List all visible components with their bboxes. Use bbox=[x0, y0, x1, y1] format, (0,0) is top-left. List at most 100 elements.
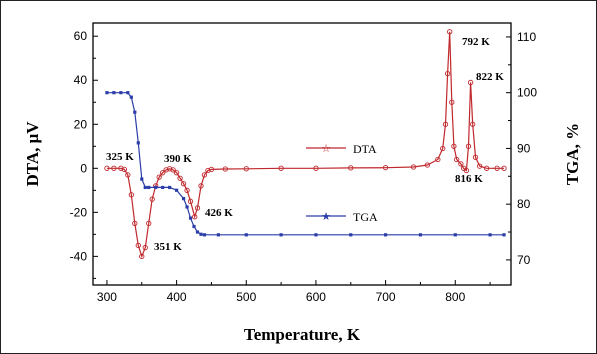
tga-point bbox=[105, 91, 109, 95]
dta-point bbox=[156, 174, 162, 180]
dta-point bbox=[222, 166, 229, 172]
right-y-tick-label: 100 bbox=[517, 86, 537, 100]
dta-point bbox=[243, 166, 249, 172]
tga-point bbox=[136, 141, 140, 145]
dta-point bbox=[125, 172, 131, 178]
right-y-tick-label: 70 bbox=[517, 253, 531, 267]
annotation-792k: 792 K bbox=[462, 36, 490, 48]
dta-point bbox=[128, 192, 134, 198]
legend-tga-marker: ★ bbox=[321, 210, 331, 223]
tga-point bbox=[126, 91, 130, 95]
x-axis-title: Temperature, K bbox=[244, 325, 361, 344]
dta-point bbox=[435, 156, 441, 163]
annotation-822k: 822 K bbox=[476, 71, 504, 83]
series-layer bbox=[104, 29, 507, 260]
tga-point bbox=[453, 233, 457, 237]
right-y-tick-label: 90 bbox=[517, 141, 531, 155]
dta-point bbox=[118, 165, 124, 171]
right-y-axis-title: TGA, % bbox=[563, 123, 582, 185]
dta-point bbox=[440, 145, 446, 152]
left-y-tick-label: 60 bbox=[74, 29, 88, 43]
x-tick-label: 300 bbox=[97, 290, 117, 304]
dta-point bbox=[467, 79, 474, 86]
dta-point bbox=[132, 220, 138, 227]
tga-point bbox=[418, 233, 423, 237]
annotation-426k: 426 K bbox=[205, 207, 233, 219]
dta-point bbox=[424, 162, 431, 168]
dta-point bbox=[442, 121, 449, 127]
tga-point bbox=[488, 233, 492, 237]
dta-point bbox=[111, 165, 117, 171]
tga-point bbox=[119, 91, 123, 95]
x-tick-label: 500 bbox=[236, 290, 256, 304]
left-y-tick-label: 0 bbox=[80, 161, 87, 175]
dta-point bbox=[465, 143, 472, 149]
dta-point bbox=[142, 244, 148, 251]
dta-point bbox=[170, 167, 176, 173]
dta-point bbox=[201, 172, 208, 178]
dta-point bbox=[192, 214, 198, 220]
dta-point bbox=[160, 170, 166, 176]
annotation-351k: 351 K bbox=[154, 241, 182, 253]
dta-point bbox=[348, 165, 354, 171]
tga-point bbox=[175, 188, 179, 192]
tga-point bbox=[244, 233, 248, 237]
tga-point bbox=[349, 233, 353, 237]
dta-point bbox=[166, 166, 173, 172]
dta-point bbox=[278, 165, 284, 171]
legend-dta-label: DTA bbox=[353, 142, 377, 156]
left-y-tick-label: 20 bbox=[74, 117, 88, 131]
right-y-tick-label: 80 bbox=[517, 197, 531, 211]
dta-point bbox=[198, 183, 204, 189]
dta-point bbox=[139, 253, 145, 260]
legend-tga-label: TGA bbox=[353, 210, 378, 224]
tga-point bbox=[188, 216, 193, 220]
tga-point bbox=[195, 230, 200, 234]
dta-point bbox=[187, 198, 194, 204]
tga-point bbox=[133, 110, 137, 114]
dta-point bbox=[494, 165, 500, 171]
x-tick-label: 800 bbox=[445, 290, 465, 304]
tga-point bbox=[140, 177, 144, 181]
dta-point bbox=[208, 166, 215, 173]
x-tick-label: 600 bbox=[306, 290, 326, 304]
x-tick-label: 400 bbox=[167, 290, 187, 304]
dta-point bbox=[135, 242, 141, 249]
tga-point bbox=[181, 196, 186, 201]
dta-point bbox=[501, 165, 507, 171]
tga-point bbox=[154, 185, 158, 190]
legend-tga: ★ TGA bbox=[306, 210, 378, 224]
dta-point bbox=[163, 167, 169, 173]
annotation-325k: 325 K bbox=[106, 151, 134, 163]
left-y-tick-label: 40 bbox=[74, 73, 88, 87]
tga-point bbox=[216, 233, 220, 237]
ticks-layer: 300 400 500 600 700 800 -40 -20 0 20 40 60 70 80 90 100… bbox=[70, 29, 538, 304]
dta-point bbox=[146, 220, 152, 227]
dta-point bbox=[451, 143, 457, 149]
tga-point bbox=[168, 185, 172, 190]
tga-point bbox=[161, 185, 165, 190]
tga-point bbox=[192, 224, 196, 229]
left-y-tick-label: -40 bbox=[70, 249, 88, 263]
dta-point bbox=[449, 99, 455, 105]
dta-point bbox=[463, 167, 470, 174]
dta-point bbox=[194, 205, 201, 211]
dta-point bbox=[104, 165, 110, 171]
dta-point bbox=[458, 161, 464, 167]
dta-point bbox=[177, 175, 183, 181]
dta-point bbox=[410, 164, 417, 170]
annotation-816k: 816 K bbox=[455, 173, 483, 185]
dta-point bbox=[472, 154, 479, 160]
tga-point bbox=[384, 233, 388, 237]
dta-point bbox=[184, 187, 190, 193]
tga-point bbox=[502, 233, 506, 237]
x-tick-label: 700 bbox=[376, 290, 396, 304]
tga-point bbox=[279, 233, 283, 237]
annotation-390k: 390 K bbox=[164, 153, 192, 165]
legend-dta: ☆ DTA bbox=[306, 142, 377, 156]
dta-series-line bbox=[106, 31, 504, 259]
dta-point bbox=[476, 163, 483, 169]
dta-point bbox=[149, 196, 155, 202]
tga-point bbox=[147, 185, 151, 190]
dta-point bbox=[444, 70, 451, 77]
